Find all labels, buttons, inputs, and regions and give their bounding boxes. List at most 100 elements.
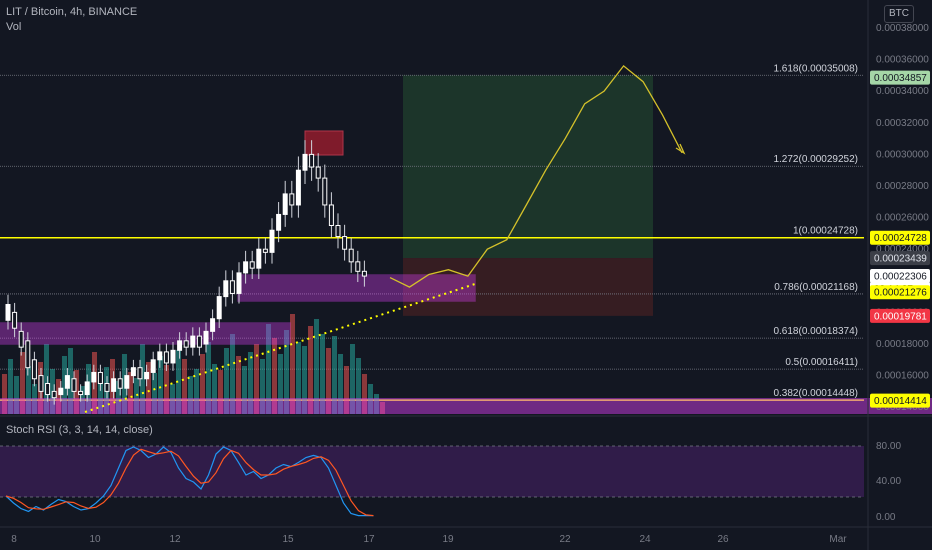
volume-bar bbox=[80, 386, 85, 414]
volume-bar bbox=[176, 350, 181, 414]
candle-body bbox=[183, 340, 189, 348]
bottom-zone bbox=[0, 398, 932, 414]
x-tick-label: 26 bbox=[717, 534, 729, 545]
candle-body bbox=[91, 371, 97, 383]
candle-body bbox=[18, 330, 24, 348]
volume-bar bbox=[362, 374, 367, 414]
volume-bar bbox=[278, 354, 283, 414]
candle-body bbox=[276, 213, 282, 231]
candle-body bbox=[163, 351, 169, 364]
candle-body bbox=[282, 193, 288, 215]
fib-label: 1(0.00024728) bbox=[793, 226, 858, 237]
x-tick-label: 8 bbox=[11, 534, 17, 545]
candle-body bbox=[348, 248, 354, 263]
volume-bar bbox=[236, 356, 241, 414]
volume-bar bbox=[230, 334, 235, 414]
candle-body bbox=[355, 261, 361, 272]
y-tick-label: 0.00032000 bbox=[876, 118, 929, 129]
volume-bar bbox=[284, 330, 289, 414]
candle-body bbox=[150, 359, 156, 373]
candle-body bbox=[203, 330, 209, 345]
x-tick-label: Mar bbox=[829, 534, 847, 545]
demand-zone-upper bbox=[237, 274, 476, 302]
candle-body bbox=[5, 304, 11, 321]
price-pill-text: 0.00021276 bbox=[874, 288, 927, 299]
candle-body bbox=[216, 296, 222, 320]
candle-body bbox=[12, 311, 18, 329]
volume-bar bbox=[20, 352, 25, 414]
price-pill-text: 0.00034857 bbox=[874, 73, 927, 84]
volume-bar bbox=[224, 348, 229, 414]
candle-body bbox=[256, 248, 262, 269]
candle-body bbox=[177, 340, 183, 351]
volume-bar bbox=[212, 364, 217, 414]
x-tick-label: 15 bbox=[282, 534, 294, 545]
demand-zone-lower bbox=[0, 322, 291, 345]
stoch-d-line bbox=[5, 448, 374, 517]
volume-bar bbox=[326, 348, 331, 414]
stoch-rsi-legend: Stoch RSI (3, 3, 14, 14, close) bbox=[6, 424, 153, 436]
volume-bar bbox=[98, 375, 103, 414]
stop-zone bbox=[403, 258, 653, 316]
volume-bar bbox=[8, 359, 13, 414]
candle-body bbox=[130, 367, 136, 377]
price-pill bbox=[870, 268, 930, 283]
candle-body bbox=[309, 153, 315, 168]
y-tick-label: 0.00024000 bbox=[876, 244, 929, 255]
volume-bar bbox=[134, 378, 139, 414]
volume-bar bbox=[350, 344, 355, 414]
volume-bar bbox=[266, 324, 271, 414]
volume-bar bbox=[320, 334, 325, 414]
candle-body bbox=[111, 378, 117, 392]
candle-body bbox=[322, 177, 328, 206]
candle-body bbox=[64, 375, 70, 389]
volume-bar bbox=[2, 374, 7, 414]
candle-body bbox=[243, 261, 249, 274]
stoch-tick-label: 40.00 bbox=[876, 476, 901, 487]
candle-body bbox=[361, 270, 367, 277]
volume-bar bbox=[32, 384, 37, 414]
price-pill bbox=[870, 393, 930, 408]
candle-body bbox=[229, 280, 235, 294]
price-pill-text: 0.00022306 bbox=[874, 271, 927, 282]
candle-body bbox=[104, 383, 110, 392]
volume-bar bbox=[158, 356, 163, 414]
volume-bar bbox=[14, 376, 19, 414]
y-tick-label: 0.00018000 bbox=[876, 339, 929, 350]
stoch-tick-label: 0.00 bbox=[876, 512, 896, 523]
y-tick-label: 0.00030000 bbox=[876, 149, 929, 160]
currency-badge[interactable]: BTC bbox=[884, 5, 914, 23]
projection-arrowhead bbox=[675, 143, 686, 155]
volume-bar bbox=[74, 370, 79, 414]
volume-bar bbox=[242, 366, 247, 414]
price-pill-text: 0.00019781 bbox=[874, 311, 927, 322]
candle-body bbox=[170, 349, 176, 364]
volume-bar bbox=[248, 352, 253, 414]
candle-body bbox=[84, 381, 90, 396]
fib-label: 0.382(0.00014448) bbox=[773, 388, 858, 399]
volume-bar bbox=[314, 319, 319, 414]
price-pill bbox=[870, 251, 930, 266]
volume-bar bbox=[338, 354, 343, 414]
volume-legend: Vol bbox=[6, 21, 22, 33]
volume-bar bbox=[56, 379, 61, 414]
candle-body bbox=[58, 387, 64, 396]
y-tick-label: 0.00036000 bbox=[876, 55, 929, 66]
supply-zone bbox=[304, 130, 344, 156]
volume-bar bbox=[62, 356, 67, 414]
candle-body bbox=[223, 280, 229, 298]
x-tick-label: 17 bbox=[363, 534, 375, 545]
fib-label: 1.272(0.00029252) bbox=[773, 154, 858, 165]
volume-bar bbox=[92, 352, 97, 414]
candle-body bbox=[137, 367, 143, 380]
volume-bar bbox=[188, 376, 193, 414]
volume-bar bbox=[368, 384, 373, 414]
volume-bar bbox=[356, 358, 361, 414]
volume-bar bbox=[344, 366, 349, 414]
price-pill bbox=[870, 230, 930, 245]
volume-bar bbox=[116, 381, 121, 414]
volume-bar bbox=[68, 348, 73, 414]
volume-bar bbox=[302, 346, 307, 414]
